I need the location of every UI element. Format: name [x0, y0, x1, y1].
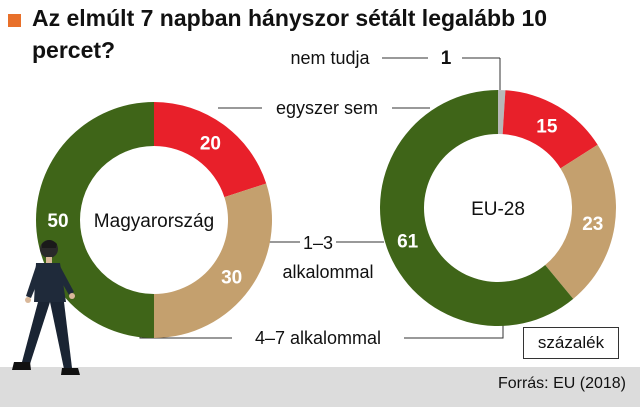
- donut-magyarorszag: 20 30 50 Magyarország: [36, 102, 272, 338]
- label-egyszer-sem: egyszer sem: [276, 98, 378, 118]
- value-label-egyszer_sem: 15: [536, 116, 558, 137]
- value-label-negy_het: 50: [47, 211, 68, 232]
- slice-egy_harom: [545, 144, 616, 299]
- label-negy-het: 4–7 alkalommal: [255, 328, 381, 348]
- value-label-egy_harom: 30: [221, 267, 242, 288]
- slice-egyszer_sem: [502, 90, 598, 169]
- slice-egyszer_sem: [154, 102, 267, 198]
- title-marker: [8, 14, 21, 27]
- slice-negy_het: [379, 90, 574, 326]
- footer-band: [0, 367, 640, 407]
- callout-labels: nem tudja egyszer sem 1–3 alkalommal 4–7…: [255, 48, 381, 348]
- slice-egy_harom: [154, 183, 272, 338]
- label-nem-tudja: nem tudja: [290, 48, 370, 68]
- walking-man-icon: [12, 240, 80, 375]
- value-label-nem_tudja: 1: [441, 48, 452, 69]
- chart-title: Az elmúlt 7 napban hányszor sétált legal…: [32, 5, 548, 63]
- unit-label: százalék: [523, 327, 619, 359]
- slice-nem_tudja: [498, 90, 506, 135]
- value-label-egyszer_sem: 20: [200, 133, 221, 154]
- label-egy-harom-line1: 1–3: [303, 233, 333, 253]
- value-label-negy_het: 61: [397, 232, 419, 253]
- source-note: Forrás: EU (2018): [497, 375, 626, 392]
- label-egy-harom-line2: alkalommal: [282, 262, 373, 282]
- donut-center-label: EU-28: [471, 199, 525, 220]
- donut-center-label: Magyarország: [94, 211, 214, 232]
- value-label-egy_harom: 23: [582, 214, 603, 235]
- donut-eu28: 1 15 23 61 EU-28: [379, 48, 616, 326]
- leader-negy-het-2: [404, 322, 504, 339]
- leader-lines: [139, 57, 504, 339]
